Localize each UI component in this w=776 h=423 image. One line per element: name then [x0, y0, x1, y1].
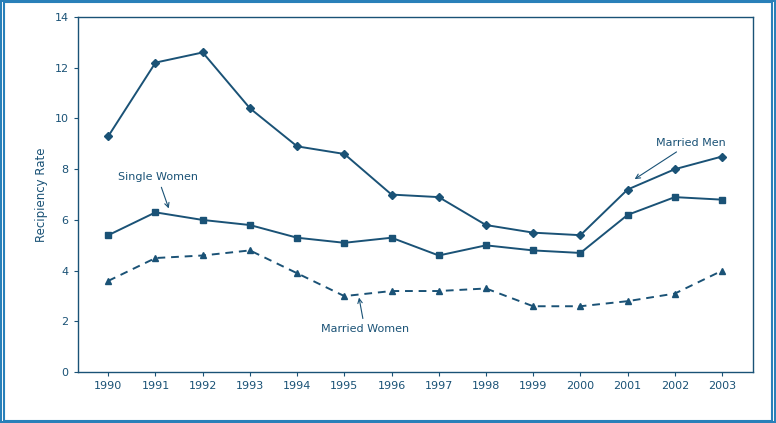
Y-axis label: Recipiency Rate: Recipiency Rate: [34, 147, 47, 242]
Text: Married Men: Married Men: [636, 137, 726, 179]
Text: Single Women: Single Women: [118, 172, 198, 207]
Text: Married Women: Married Women: [320, 299, 409, 334]
